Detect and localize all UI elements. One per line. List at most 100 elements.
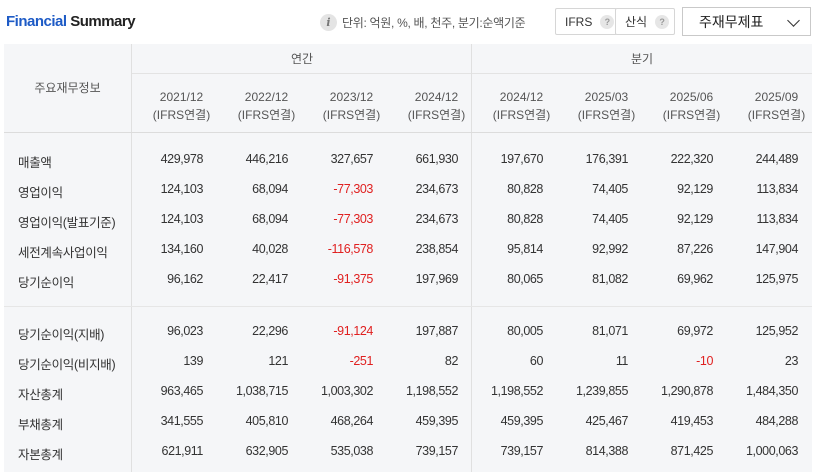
table-cell: 40,028 [252, 242, 288, 256]
table-cell: 22,296 [252, 324, 288, 338]
table-cell: 69,962 [677, 272, 713, 286]
statement-type-select[interactable]: 주재무제표 [682, 7, 811, 36]
table-row: 자산총계 963,465 1,038,715 1,003,302 1,198,552 1,… [4, 377, 812, 407]
table-cell: 429,978 [160, 152, 204, 166]
ifrs-filter[interactable]: IFRS ? [555, 8, 617, 35]
table-cell: -77,303 [333, 182, 373, 196]
table-cell: 1,198,552 [405, 384, 458, 398]
column-basis: (IFRS연결) [322, 108, 381, 122]
table-cell: 1,003,302 [320, 384, 373, 398]
table-cell: 425,467 [585, 414, 629, 428]
table-cell: 963,465 [160, 384, 204, 398]
table-row: 영업이익 124,103 68,094 -77,303 234,673 80,828 74,… [4, 175, 812, 205]
table-cell: -91,124 [333, 324, 373, 338]
statement-type-value: 주재무제표 [699, 13, 764, 30]
table-cell: 238,854 [415, 242, 459, 256]
row-label[interactable]: 당기순이익(지배) [18, 328, 105, 342]
formula-help-icon[interactable]: ? [655, 14, 670, 29]
table-cell: 234,673 [415, 212, 459, 226]
table-cell: 1,290,878 [660, 384, 713, 398]
row-label[interactable]: 부채총계 [18, 418, 63, 432]
table-cell: 74,405 [592, 182, 628, 196]
table-cell: 446,216 [245, 152, 289, 166]
column-period: 2025/09 [754, 90, 799, 104]
page-title: Financial Summary [6, 13, 136, 30]
row-label[interactable]: 세전계속사업이익 [18, 246, 108, 260]
table-cell: 22,417 [252, 272, 288, 286]
table-cell: 92,129 [677, 182, 713, 196]
column-period: 2024/12 [414, 90, 459, 104]
table-cell: 68,094 [252, 182, 288, 196]
table-cell: 484,288 [755, 414, 799, 428]
row-label[interactable]: 매출액 [18, 156, 52, 170]
table-cell: 121 [268, 354, 288, 368]
row-header-label: 주요재무정보 [34, 81, 101, 95]
table-cell: 327,657 [330, 152, 374, 166]
table-cell: 80,828 [507, 182, 543, 196]
table-cell: 95,814 [507, 242, 543, 256]
table-row: 영업이익(발표기준) 124,103 68,094 -77,303 234,673 80,… [4, 205, 812, 235]
table-cell: 92,129 [677, 212, 713, 226]
table-cell: 82 [444, 354, 459, 368]
column-header: 2024/12 (IFRS연결) [479, 88, 564, 124]
info-icon[interactable]: i [320, 13, 337, 31]
table-cell: 341,555 [160, 414, 204, 428]
table-cell: 459,395 [500, 414, 544, 428]
table-cell: 125,975 [755, 272, 799, 286]
row-label[interactable]: 영업이익 [18, 186, 63, 200]
table-cell: 113,834 [756, 182, 799, 196]
column-basis: (IFRS연결) [492, 108, 551, 122]
table-row: 자본총계 621,911 632,905 535,038 739,157 739,157 8… [4, 437, 812, 467]
row-label[interactable]: 자산총계 [18, 388, 63, 402]
table-cell: 661,930 [415, 152, 459, 166]
formula-filter[interactable]: 산식 ? [615, 8, 675, 35]
table-cell: 739,157 [415, 444, 459, 458]
column-basis: (IFRS연결) [747, 108, 806, 122]
table-cell: 1,239,855 [575, 384, 628, 398]
ifrs-help-icon[interactable]: ? [600, 14, 615, 29]
column-header: 2025/03 (IFRS연결) [564, 88, 649, 124]
column-header: 2021/12 (IFRS연결) [139, 88, 224, 124]
row-label[interactable]: 당기순이익(비지배) [18, 358, 116, 372]
table-cell: 96,023 [167, 324, 203, 338]
table-cell: -77,303 [333, 212, 373, 226]
column-period: 2021/12 [159, 90, 204, 104]
table-cell: 69,972 [677, 324, 713, 338]
table-cell: 1,484,350 [745, 384, 798, 398]
table-row: 당기순이익(지배) 96,023 22,296 -91,124 197,887 80,00… [4, 317, 812, 347]
table-cell: 124,103 [160, 212, 204, 226]
column-header: 2024/12 (IFRS연결) [394, 88, 479, 124]
column-header: 2025/09 (IFRS연결) [734, 88, 816, 124]
table-cell: 87,226 [677, 242, 713, 256]
page-title-part-2: Summary [66, 13, 136, 30]
table-cell: 139 [183, 354, 203, 368]
table-cell: 1,000,063 [745, 444, 798, 458]
table-cell: 197,670 [500, 152, 544, 166]
table-cell: 814,388 [585, 444, 629, 458]
table-cell: -91,375 [333, 272, 373, 286]
unit-info: i 단위: 억원, %, 배, 천주, 분기:순액기준 [320, 12, 526, 32]
row-label[interactable]: 당기순이익 [18, 276, 75, 290]
table-cell: 60 [529, 354, 544, 368]
column-period: 2022/12 [244, 90, 289, 104]
table-cell: 222,320 [670, 152, 714, 166]
table-cell: 468,264 [330, 414, 374, 428]
formula-label: 산식 [625, 15, 648, 29]
column-period: 2025/06 [669, 90, 714, 104]
table-cell: 1,198,552 [490, 384, 543, 398]
table-row: 당기순이익(비지배) 139 121 -251 82 60 11 -10 23 [4, 347, 812, 377]
table-cell: 244,489 [755, 152, 799, 166]
table-cell: 871,425 [670, 444, 714, 458]
row-label[interactable]: 영업이익(발표기준) [18, 216, 116, 230]
table-cell: 621,911 [161, 444, 204, 458]
table-cell: 535,038 [330, 444, 374, 458]
table-cell: 632,905 [245, 444, 289, 458]
table-cell: 11 [615, 354, 629, 368]
row-label[interactable]: 자본총계 [18, 448, 63, 462]
table-cell: 80,065 [507, 272, 543, 286]
table-row: 부채총계 341,555 405,810 468,264 459,395 459,395 4… [4, 407, 812, 437]
table-cell: 68,094 [252, 212, 288, 226]
column-basis: (IFRS연결) [152, 108, 211, 122]
column-period: 2025/03 [584, 90, 629, 104]
column-basis: (IFRS연결) [407, 108, 466, 122]
